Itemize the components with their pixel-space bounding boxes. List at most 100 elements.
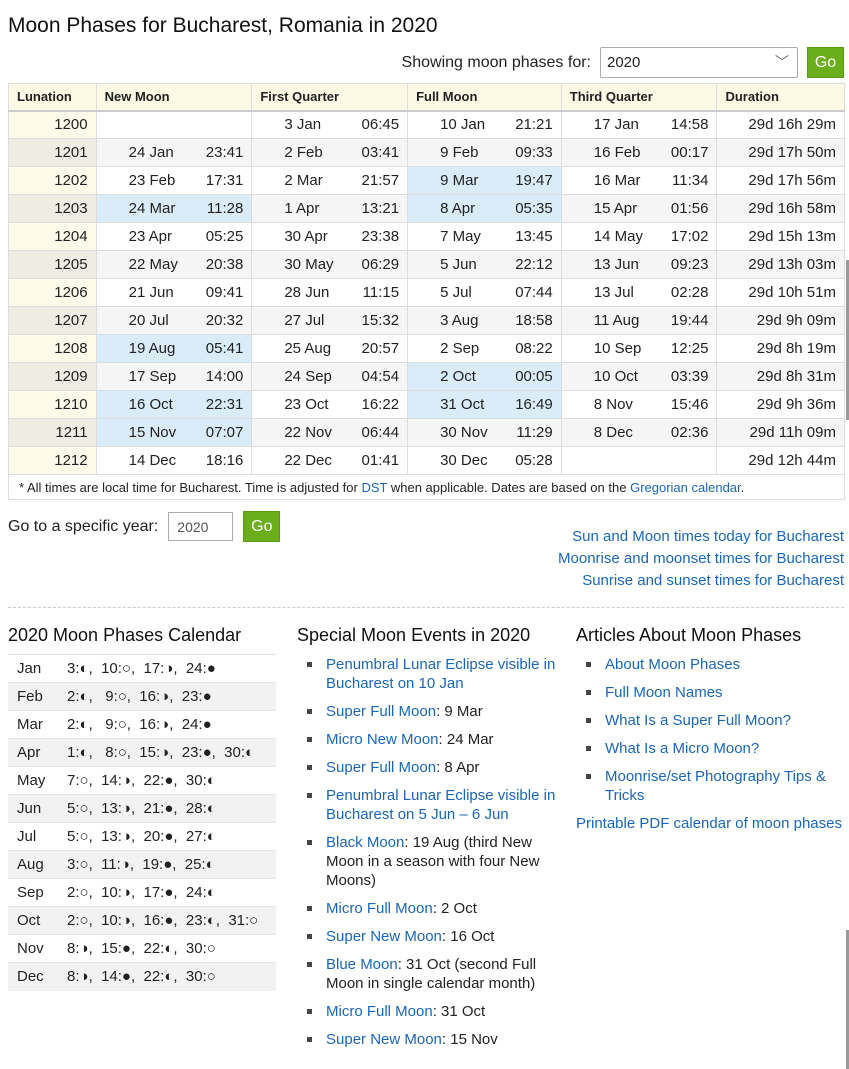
duration-cell: 29d 9h 09m (716, 306, 845, 335)
duration-cell: 29d 9h 36m (716, 390, 845, 419)
duration-cell: 29d 10h 51m (716, 278, 845, 307)
date: 14 May (593, 228, 643, 245)
date: 13 Jun (593, 256, 639, 273)
article-link[interactable]: What Is a Super Full Moon? (605, 712, 791, 729)
date: 2 Mar (284, 172, 323, 189)
date: 27 Jul (284, 312, 325, 329)
article-link[interactable]: What Is a Micro Moon? (605, 740, 760, 757)
duration-cell: 29d 13h 03m (716, 250, 845, 279)
time: 20:38 (205, 256, 244, 273)
event-text: : 31 Oct (432, 1003, 486, 1020)
calendar-row: Jan 3:◐, 10:○, 17:◑, 24:● (8, 654, 276, 683)
article-link[interactable]: Full Moon Names (605, 684, 723, 701)
tq-cell: 11 Aug 19:44 (560, 306, 718, 335)
sunrise-link[interactable]: Sunrise and sunset times for Bucharest (582, 572, 844, 589)
month: May (8, 766, 58, 795)
moonrise-link[interactable]: Moonrise and moonset times for Bucharest (558, 550, 844, 567)
time: 12:25 (670, 340, 709, 357)
time: 00:17 (670, 144, 709, 161)
time: 07:07 (205, 424, 244, 441)
year-input[interactable]: 2020 (168, 512, 234, 541)
table-row: 1203 24 Mar 11:28 1 Apr 13:21 8 Apr 05:35 15 Ap… (8, 194, 845, 223)
sun-moon-today-link[interactable]: Sun and Moon times today for Bucharest (572, 528, 844, 545)
event-link[interactable]: Penumbral Lunar Eclipse visible in Bucha… (326, 656, 556, 692)
month: Jul (8, 822, 58, 851)
date: 16 Feb (593, 144, 641, 161)
event-link[interactable]: Black Moon (326, 834, 405, 851)
table-row: 1200 3 Jan 06:45 10 Jan 21:21 17 Jan 14:58 29d … (8, 110, 845, 139)
lunation-cell: 1209 (8, 362, 97, 391)
column-header: Third Quarter (560, 83, 718, 112)
phases: 8:◑, 15:●, 22:◐, 30:○ (58, 934, 276, 963)
event-link[interactable]: Super New Moon (326, 928, 442, 945)
scrollbar[interactable] (846, 260, 849, 420)
date: 7 May (440, 228, 481, 245)
month: Feb (8, 682, 58, 711)
event-link[interactable]: Micro Full Moon (326, 900, 433, 917)
new-cell: 20 Jul 20:32 (95, 306, 253, 335)
events-section: Special Moon Events in 2020 Penumbral Lu… (297, 625, 567, 1058)
year-select[interactable]: 2020 ﹀ (600, 47, 798, 78)
fq-cell: 30 Apr 23:38 (251, 222, 409, 251)
time: 06:44 (361, 424, 400, 441)
dst-link[interactable]: DST (361, 480, 388, 495)
calendar-row: May 7:○, 14:◑, 22:●, 30:◐ (8, 766, 276, 795)
column-header: First Quarter (251, 83, 409, 112)
event-item: Blue Moon: 31 Oct (second Full Moon in s… (297, 955, 567, 993)
table-row: 1211 15 Nov 07:07 22 Nov 06:44 30 Nov 11:29 8 D… (8, 418, 845, 447)
gregorian-link[interactable]: Gregorian calendar (630, 480, 741, 495)
month: Oct (8, 906, 58, 935)
note-text: when applicable. Dates are based on the (387, 480, 631, 495)
tq-cell: 8 Nov 15:46 (560, 390, 718, 419)
time: 07:44 (515, 284, 553, 301)
time: 04:54 (361, 368, 400, 385)
duration-cell: 29d 12h 44m (716, 446, 845, 475)
date: 22 Nov (284, 424, 332, 441)
event-link[interactable]: Super New Moon (326, 1031, 442, 1048)
date: 10 Oct (593, 368, 638, 385)
event-link[interactable]: Penumbral Lunar Eclipse visible in Bucha… (326, 787, 556, 823)
phases: 2:○, 10:◑, 17:●, 24:◐ (58, 878, 276, 907)
new-cell: 21 Jun 09:41 (95, 278, 253, 307)
month: Jan (8, 654, 58, 683)
tq-cell: 15 Apr 01:56 (560, 194, 718, 223)
table-row: 1202 23 Feb 17:31 2 Mar 21:57 9 Mar 19:47 16 Ma… (8, 166, 845, 195)
full-cell: 2 Sep 08:22 (407, 334, 562, 363)
phases: 1:◐, 8:○, 15:◑, 23:●, 30:◐ (58, 738, 276, 767)
moon-phases-table: Lunation New Moon First Quarter Full Moon Th… (8, 83, 845, 475)
date: 28 Jun (284, 284, 330, 301)
event-link[interactable]: Super Full Moon (326, 759, 437, 776)
time: 16:22 (361, 396, 400, 413)
scrollbar[interactable] (846, 930, 849, 1069)
time: 05:35 (515, 200, 553, 217)
time: 20:57 (361, 340, 400, 357)
date: 2 Oct (440, 368, 476, 385)
event-link[interactable]: Super Full Moon (326, 703, 437, 720)
event-link[interactable]: Micro Full Moon (326, 1003, 433, 1020)
column-header: Full Moon (407, 83, 562, 112)
go-button[interactable]: Go (807, 47, 844, 78)
event-item: Micro Full Moon: 2 Oct (297, 899, 567, 918)
article-link[interactable]: About Moon Phases (605, 656, 741, 673)
date: 21 Jun (128, 284, 174, 301)
date: 13 Jul (593, 284, 634, 301)
duration-cell: 29d 16h 29m (716, 110, 845, 139)
new-cell (95, 110, 253, 139)
date: 3 Jan (284, 116, 322, 134)
event-link[interactable]: Micro New Moon (326, 731, 439, 748)
fq-cell: 28 Jun 11:15 (251, 278, 409, 307)
goyear-button[interactable]: Go (243, 511, 281, 542)
event-link[interactable]: Blue Moon (326, 956, 398, 973)
article-link[interactable]: Moonrise/set Photography Tips & Tricks (605, 768, 826, 804)
date: 31 Oct (440, 396, 485, 413)
duration-cell: 29d 15h 13m (716, 222, 845, 251)
event-item: Super New Moon: 15 Nov (297, 1030, 567, 1049)
pdf-calendar-link[interactable]: Printable PDF calendar of moon phases (576, 815, 842, 832)
calendar-section: 2020 Moon Phases Calendar Jan 3:◐, 10:○, … (8, 625, 276, 991)
lunation-cell: 1200 (8, 110, 97, 139)
date: 9 Feb (440, 144, 479, 161)
table-row: 1206 21 Jun 09:41 28 Jun 11:15 5 Jul 07:44 13 J… (8, 278, 845, 307)
table-row: 1208 19 Aug 05:41 25 Aug 20:57 2 Sep 08:22 10 S… (8, 334, 845, 363)
fq-cell: 1 Apr 13:21 (251, 194, 409, 223)
phases: 3:○, 11:◑, 19:●, 25:◐ (58, 850, 276, 879)
